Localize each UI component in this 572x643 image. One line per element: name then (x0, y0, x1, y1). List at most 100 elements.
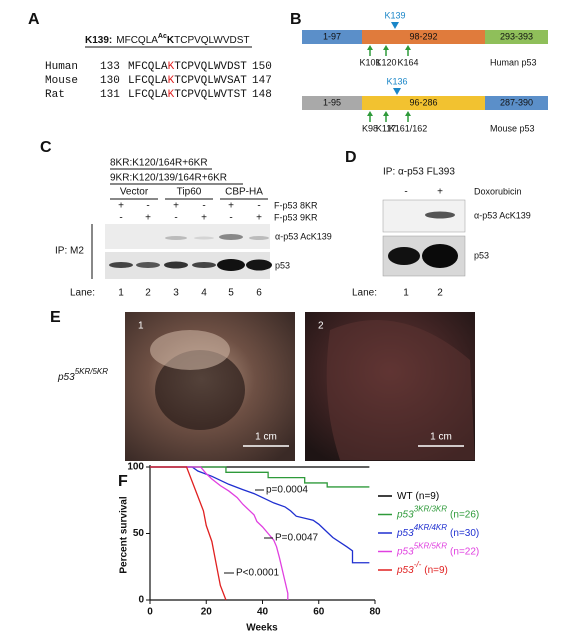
survival-curve (150, 466, 227, 601)
sequence: MFCQLAKTCPVQLWVDST (128, 61, 247, 73)
panel-label: A (28, 11, 40, 28)
photo-detail (150, 330, 230, 370)
position: 131 (100, 89, 120, 101)
lane-number: 4 (201, 288, 207, 299)
sign: - (146, 201, 149, 212)
blot (105, 224, 270, 249)
construct: 8KR:K120/164R+6KR (110, 158, 208, 169)
species: Mouse (45, 75, 78, 87)
site-label: K117 (376, 123, 396, 133)
domain-label: 1-97 (323, 31, 341, 41)
position: 148 (252, 89, 272, 101)
y-tick-label: 100 (127, 462, 144, 473)
legend-sup: -/- (414, 560, 422, 569)
legend-entry: p533KR/3KR(n=26) (396, 505, 479, 521)
lane-number: 1 (403, 288, 409, 299)
domain-label: 1-95 (323, 97, 341, 107)
lane-number: 5 (228, 288, 234, 299)
row-label: F-p53 9KR (274, 212, 318, 222)
band (246, 259, 272, 271)
x-tick-label: 60 (313, 607, 325, 618)
lane-number: 2 (145, 288, 151, 299)
site-marker (391, 22, 399, 29)
gene: p53 (57, 372, 75, 383)
residue: K (167, 35, 175, 46)
site: K139: (85, 35, 112, 46)
sign: - (119, 213, 122, 224)
blot-label: α-p53 AcK139 (275, 231, 332, 241)
domain (485, 96, 548, 110)
legend-entry: p53-/-(n=9) (396, 560, 448, 576)
band (219, 234, 243, 240)
conditions: +-1-+2+-3-+4+-5-+6 (118, 201, 262, 299)
legend-sup: 4KR/4KR (414, 523, 448, 532)
position: 133 (100, 61, 120, 73)
legend-sup: 5KR/5KR (414, 542, 448, 551)
sign: + (201, 213, 207, 224)
sign: + (145, 213, 151, 224)
legend-entry: p534KR/4KR(n=30) (396, 523, 479, 539)
legend-name: p53 (396, 565, 414, 576)
x-tick-label: 0 (147, 607, 153, 618)
allele: 5KR/5KR (75, 367, 109, 376)
x-tick-label: 40 (257, 607, 269, 618)
x-tick-label: 20 (201, 607, 213, 618)
residue: K (168, 75, 175, 87)
band (164, 261, 188, 269)
group: Tip60 (177, 187, 202, 198)
blot-label: p53 (474, 250, 489, 260)
protein-name: Mouse p53 (490, 123, 535, 133)
domain-label: 96-286 (409, 97, 437, 107)
legend-name: WT (397, 491, 413, 502)
arrow-head (383, 111, 389, 116)
position: 130 (100, 75, 120, 87)
band (109, 262, 133, 268)
domain (485, 30, 548, 44)
sequence: LFCQLAKTCPVQLWVTST (128, 89, 247, 101)
legend-sup: 3KR/3KR (414, 505, 448, 514)
arrow-head (367, 45, 373, 50)
construct: 9KR:K120/139/164R+6KR (110, 173, 227, 184)
site-label: K120 (375, 57, 396, 67)
lane-label: Lane: (70, 288, 95, 299)
blot-label: p53 (275, 260, 290, 270)
ip-label: IP: α-p53 FL393 (383, 167, 455, 178)
band (217, 259, 245, 271)
site-marker (393, 88, 401, 95)
species: Human (45, 61, 78, 73)
site-label: K164 (397, 57, 418, 67)
band (192, 262, 216, 268)
alignment: Human 133 MFCQLAKTCPVQLWVDST 150 Mouse 130 LFC… (45, 61, 272, 101)
domain-label: 98-292 (409, 31, 437, 41)
mod: Ac (158, 33, 167, 40)
legend-n: (n=30) (450, 528, 479, 539)
arrow-head (383, 45, 389, 50)
photo-number: 1 (138, 321, 144, 332)
panel-label: E (50, 309, 61, 326)
ip-label: IP: M2 (55, 246, 84, 257)
sign: - (404, 187, 407, 198)
band (422, 244, 458, 268)
position: 150 (252, 61, 272, 73)
sequence: LFCQLAKTCPVQLWVSAT (128, 75, 247, 87)
y-tick-label: 50 (133, 528, 145, 539)
species: Rat (45, 89, 65, 101)
domain (362, 96, 485, 110)
sign: - (229, 213, 232, 224)
lane-number: 2 (437, 288, 443, 299)
sign: + (437, 187, 443, 198)
sign: + (228, 201, 234, 212)
photo-detail (155, 350, 245, 430)
legend-name: p53 (396, 509, 414, 520)
sign: - (202, 201, 205, 212)
sign: - (174, 213, 177, 224)
annotation: P<0.0001 (236, 568, 280, 579)
band (425, 211, 455, 219)
lane-number: 1 (118, 288, 124, 299)
x-tick-label: 80 (369, 607, 381, 618)
site-label: K136 (386, 76, 407, 86)
band (388, 247, 420, 265)
arrow-head (405, 45, 411, 50)
annotation: p=0.0004 (266, 485, 308, 496)
